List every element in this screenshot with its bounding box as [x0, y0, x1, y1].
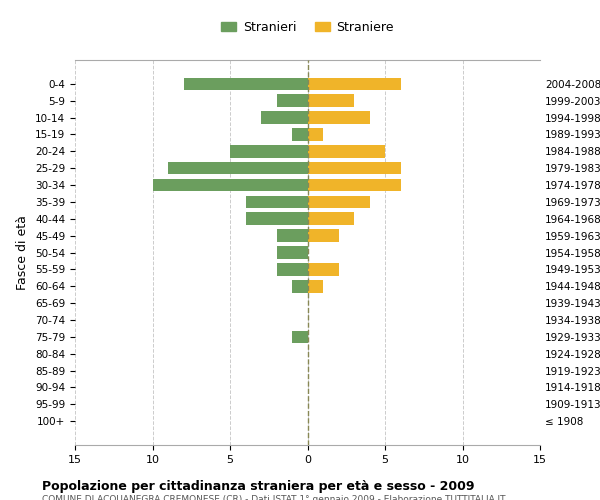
Bar [308, 263, 338, 276]
Bar [230, 145, 308, 158]
Bar [245, 196, 308, 208]
Bar [277, 263, 308, 276]
Bar [308, 162, 401, 174]
Bar [308, 178, 401, 192]
Legend: Stranieri, Straniere: Stranieri, Straniere [217, 16, 398, 39]
Bar [245, 212, 308, 225]
Bar [261, 111, 308, 124]
Bar [277, 94, 308, 107]
Bar [152, 178, 308, 192]
Bar [308, 212, 354, 225]
Bar [308, 280, 323, 292]
Bar [292, 128, 308, 141]
Bar [308, 196, 370, 208]
Bar [168, 162, 308, 174]
Bar [308, 145, 385, 158]
Text: COMUNE DI ACQUANEGRA CREMONESE (CR) - Dati ISTAT 1° gennaio 2009 - Elaborazione : COMUNE DI ACQUANEGRA CREMONESE (CR) - Da… [42, 495, 505, 500]
Bar [308, 128, 323, 141]
Bar [308, 111, 370, 124]
Bar [308, 94, 354, 107]
Text: Popolazione per cittadinanza straniera per età e sesso - 2009: Popolazione per cittadinanza straniera p… [42, 480, 475, 493]
Bar [277, 230, 308, 242]
Bar [308, 78, 401, 90]
Y-axis label: Fasce di età: Fasce di età [16, 215, 29, 290]
Bar [184, 78, 308, 90]
Bar [277, 246, 308, 259]
Bar [308, 230, 338, 242]
Bar [292, 330, 308, 343]
Bar [292, 280, 308, 292]
